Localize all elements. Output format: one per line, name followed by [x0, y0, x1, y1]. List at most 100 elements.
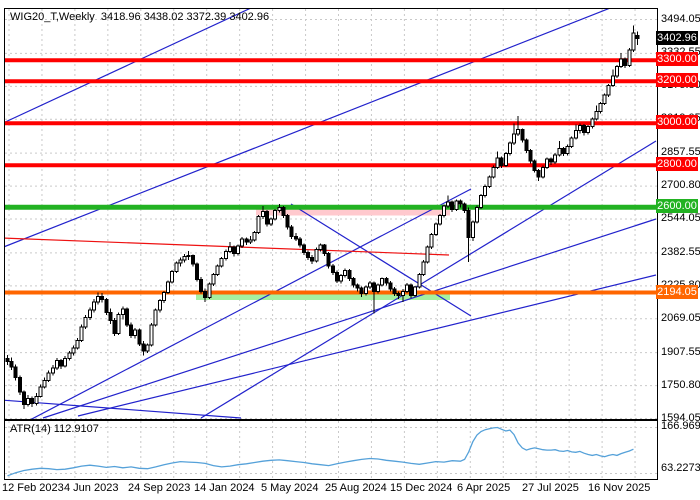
candle-body: [524, 139, 529, 152]
candle-body: [532, 160, 537, 172]
candle-body: [388, 282, 393, 290]
atr-indicator-svg[interactable]: [5, 421, 657, 479]
candle-body: [470, 221, 475, 239]
candle-body: [83, 317, 88, 328]
candle-body: [112, 320, 117, 334]
candle-body: [231, 246, 236, 254]
candle-body: [289, 226, 294, 238]
candle-body: [598, 102, 603, 113]
candle-body: [479, 195, 484, 208]
price-chart-pane[interactable]: [4, 8, 658, 420]
trendline[interactable]: [290, 203, 472, 317]
candle-body: [343, 269, 348, 277]
candle-body: [544, 158, 549, 168]
price-level-box: 2600.00: [656, 199, 698, 213]
candle-body: [46, 372, 51, 382]
candle-body: [244, 238, 249, 243]
candle-body: [104, 299, 109, 313]
candle-body: [223, 250, 228, 260]
trendline[interactable]: [5, 399, 242, 419]
candle-body: [339, 275, 344, 282]
time-axis-label: 27 Jul 2025: [522, 482, 579, 494]
time-axis-label: 5 May 2024: [261, 482, 319, 494]
price-level-box: 3200.00: [656, 73, 698, 87]
candle-body: [17, 376, 22, 393]
candle-body: [392, 288, 397, 294]
candle-body: [413, 286, 418, 296]
candle-body: [487, 176, 492, 187]
price-axis-label: 2857.55: [661, 146, 700, 158]
current-price-box: 3402.96: [656, 31, 698, 45]
trendline[interactable]: [28, 188, 472, 419]
candle-body: [236, 245, 241, 254]
time-axis-label: 24 Sep 2023: [128, 482, 191, 494]
trendline[interactable]: [77, 274, 657, 417]
atr-axis-label-max: 166.9699: [661, 420, 700, 432]
candle-body: [516, 129, 521, 135]
candle-body: [124, 308, 129, 326]
candle-body: [63, 357, 68, 367]
candle-body: [59, 360, 64, 367]
candle-body: [491, 166, 496, 178]
price-level-box: 3300.00: [656, 52, 698, 66]
candle-body: [380, 278, 385, 286]
candle-body: [351, 278, 356, 286]
candle-body: [149, 324, 154, 346]
candle-body: [372, 282, 377, 292]
trendline[interactable]: [5, 237, 450, 256]
candle-body: [273, 209, 278, 220]
candle-body: [363, 286, 368, 294]
candle-body: [186, 255, 191, 258]
candle-body: [512, 133, 517, 144]
candle-body: [429, 234, 434, 248]
candle-body: [190, 255, 195, 265]
candle-body: [602, 94, 607, 104]
candle-body: [425, 246, 430, 263]
candle-body: [116, 313, 121, 334]
candle-body: [503, 153, 508, 166]
candle-body: [21, 391, 26, 406]
candle-body: [71, 347, 76, 354]
candle-body: [536, 170, 541, 178]
atr-indicator-pane[interactable]: [4, 420, 658, 480]
atr-axis-label-min: 63.2273: [661, 462, 700, 474]
candle-body: [495, 157, 500, 168]
candle-body: [67, 352, 72, 359]
price-chart-svg[interactable]: [5, 9, 657, 419]
candle-body: [623, 58, 628, 67]
candle-body: [141, 343, 146, 352]
candle-body: [446, 201, 451, 207]
candle-body: [610, 75, 615, 86]
price-level-box: 2194.05: [656, 285, 698, 299]
candle-body: [161, 291, 166, 302]
candle-body: [627, 49, 632, 67]
atr-line: [7, 426, 634, 477]
candle-body: [474, 206, 479, 223]
candle-body: [42, 380, 47, 388]
candle-body: [166, 281, 171, 293]
candle-body: [79, 326, 84, 342]
candle-body: [174, 262, 179, 272]
candle-body: [355, 284, 360, 289]
candle-body: [450, 201, 455, 210]
candle-body: [454, 200, 459, 210]
candle-body: [442, 205, 447, 217]
candle-body: [458, 200, 463, 205]
time-axis-label: 4 Jun 2023: [64, 482, 119, 494]
price-level-box: 3000.00: [656, 115, 698, 129]
candle-body: [260, 210, 265, 218]
candle-body: [199, 279, 204, 292]
candle-body: [326, 252, 331, 267]
candle-body: [507, 142, 512, 155]
candle-body: [520, 129, 525, 141]
candle-body: [281, 206, 286, 217]
candle-body: [178, 259, 183, 264]
candle-body: [359, 287, 364, 294]
price-axis-label: 1750.80: [661, 379, 700, 391]
trendline[interactable]: [42, 218, 657, 419]
candle-body: [145, 344, 150, 352]
candle-body: [203, 290, 208, 299]
trendline[interactable]: [5, 9, 266, 124]
trendline[interactable]: [200, 140, 657, 419]
